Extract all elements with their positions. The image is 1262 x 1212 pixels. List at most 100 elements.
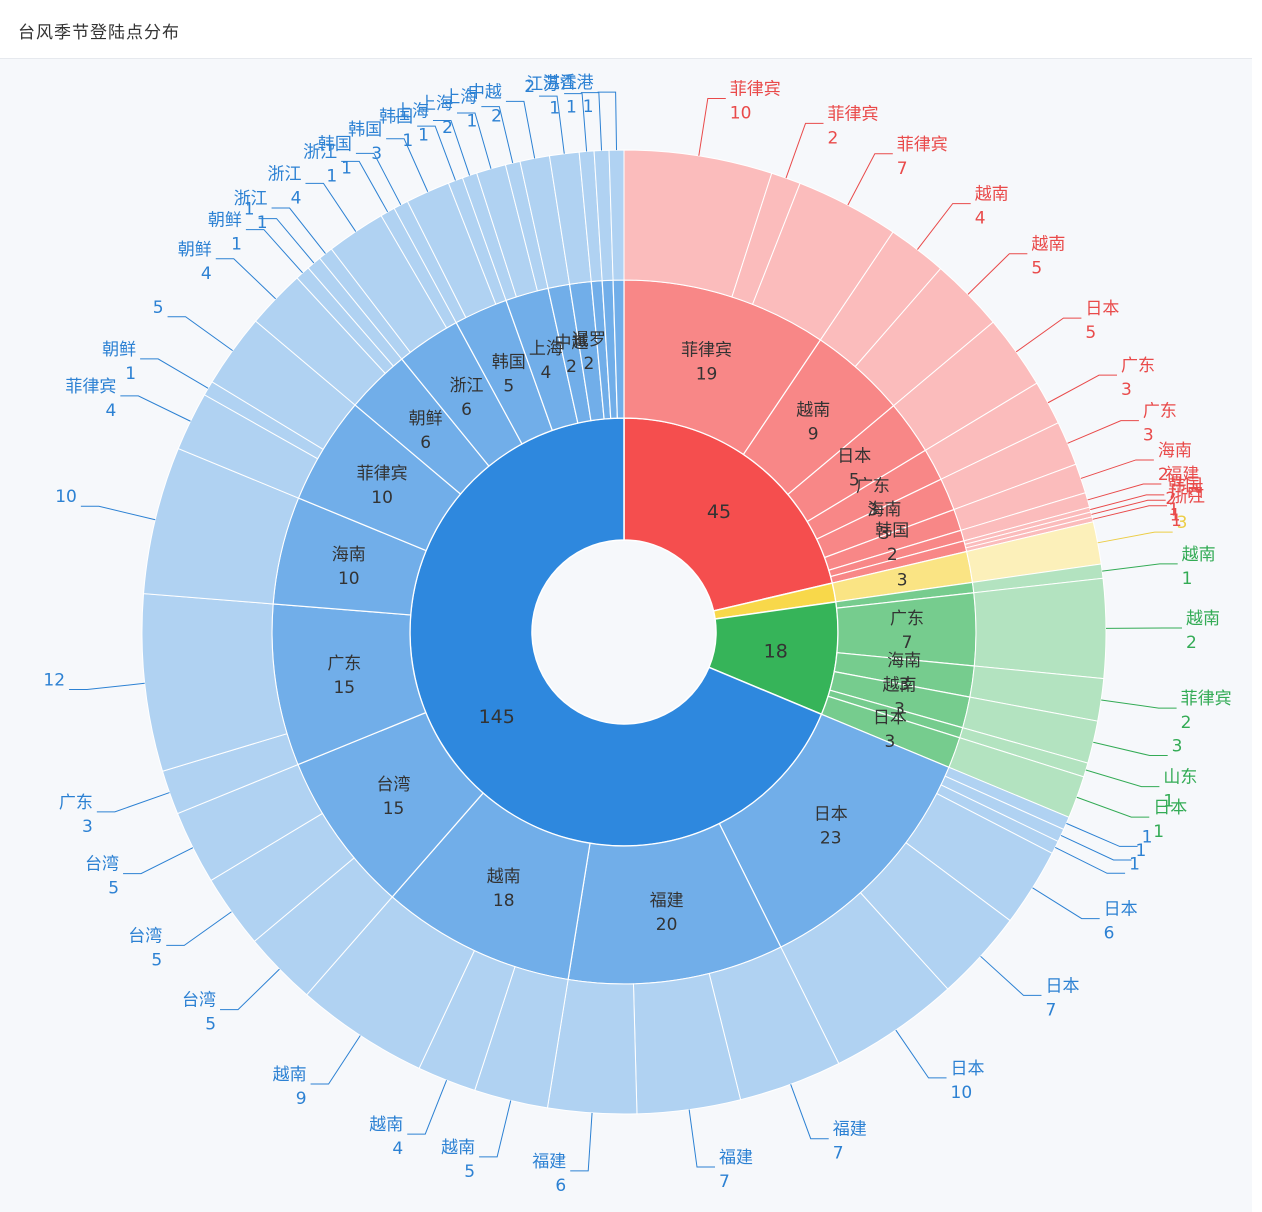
callout-leader-line: [1067, 420, 1139, 444]
outer-segment-label: 上海 1: [443, 88, 477, 132]
callout-leader-line: [215, 258, 277, 300]
sunburst-segment-level-2: [608, 149, 625, 281]
outer-segment-label: 上海 2: [419, 94, 453, 138]
outer-segment-label: 菲律宾 7: [897, 135, 948, 179]
callout-leader-line: [310, 1035, 361, 1085]
segment-label: 广东 3: [856, 476, 890, 520]
segment-label: 越南 3: [882, 676, 916, 720]
outer-segment-label: 日本 5: [1085, 299, 1119, 343]
outer-segment-label: 福建 6: [532, 1152, 566, 1196]
callout-leader-line: [1015, 317, 1082, 353]
outer-segment-label: 12: [43, 670, 65, 690]
callout-leader-line: [432, 119, 471, 176]
segment-label: 海南 10: [332, 545, 366, 589]
segment-label: 暹罗 2: [572, 330, 606, 374]
segment-label: 145: [479, 706, 515, 728]
callout-leader-line: [785, 122, 824, 179]
callout-leader-line: [456, 112, 492, 169]
outer-segment-label: 菲律宾 2: [828, 104, 879, 148]
segment-label: 越南 9: [796, 401, 830, 445]
outer-segment-label: 韩国 1: [379, 107, 413, 151]
sunburst-arcs: [141, 149, 1107, 1115]
outer-segment-label: 福建 7: [719, 1148, 753, 1192]
callout-leader-line: [980, 955, 1042, 996]
segment-label: 日本 5: [837, 446, 871, 490]
callout-leader-line: [96, 792, 170, 813]
callout-leader-line: [1102, 563, 1178, 572]
outer-segment-label: 1: [244, 200, 255, 220]
callout-leader-line: [481, 106, 514, 164]
outer-segment-label: 1: [1136, 841, 1147, 861]
segment-label: 海南 3: [887, 651, 921, 695]
outer-segment-label: 上海 1: [395, 101, 429, 145]
segment-label: 上海 4: [529, 339, 563, 383]
callout-leader-line: [688, 1109, 716, 1168]
callout-leader-line: [1091, 499, 1166, 515]
callout-leader-line: [1097, 531, 1173, 544]
segment-label: 广东 7: [890, 609, 924, 653]
callout-leader-line: [123, 847, 194, 875]
outer-segment-label: 越南 1: [1182, 545, 1216, 589]
callout-leader-line: [698, 98, 726, 156]
callout-leader-line: [258, 218, 315, 264]
outer-segment-label: 1: [1142, 827, 1153, 847]
callout-leader-line: [140, 358, 209, 389]
outer-segment-label: 日本 1: [1153, 798, 1187, 842]
outer-segment-label: 浙江 1: [234, 189, 268, 233]
segment-label: 45: [707, 501, 731, 523]
outer-segment-label: 江苏 1: [526, 75, 560, 119]
callout-leader-line: [1101, 699, 1177, 709]
outer-segment-label: 3: [1172, 737, 1183, 757]
outer-segment-label: 2: [524, 77, 535, 97]
callout-leader-line: [847, 153, 893, 206]
segment-label: 韩国 5: [492, 353, 526, 397]
segment-label: 浙江 6: [450, 376, 484, 420]
callout-leader-line: [580, 92, 603, 151]
callout-leader-line: [790, 1084, 829, 1140]
outer-segment-label: 10: [55, 487, 77, 507]
segment-label: 越南 18: [487, 867, 521, 911]
outer-segment-label: 朝鲜 4: [178, 240, 212, 284]
outer-segment-label: 台湾 5: [85, 855, 119, 899]
callout-leader-line: [417, 125, 456, 181]
segment-label: 日本 23: [814, 804, 848, 848]
callout-leader-line: [505, 100, 536, 159]
segment-label: 菲律宾 10: [357, 464, 408, 508]
outer-segment-label: 越南 2: [1186, 609, 1220, 653]
outer-segment-label: 1: [1129, 854, 1140, 874]
outer-segment-label: 5: [153, 298, 164, 318]
callout-leader-line: [386, 138, 429, 192]
segment-label: 台湾 15: [377, 775, 411, 819]
outer-segment-label: 3: [1177, 513, 1188, 533]
outer-segment-label: 越南 9: [273, 1065, 307, 1109]
segment-label: 3: [897, 571, 908, 591]
outer-segment-label: 韩国 3: [348, 120, 382, 164]
callout-leader-line: [479, 1100, 512, 1158]
callout-leader-line: [341, 160, 389, 213]
outer-segment-label: 广东 3: [1121, 356, 1155, 400]
callout-leader-line: [1060, 835, 1132, 861]
outer-segment-label: 海南 2: [1158, 441, 1192, 485]
outer-segment-label: 浙江 1: [303, 142, 337, 186]
callout-leader-line: [305, 182, 357, 232]
outer-segment-label: 菲律宾 4: [65, 377, 116, 421]
segment-label: 18: [764, 640, 788, 662]
outer-segment-label: 湛江 1: [543, 74, 577, 118]
callout-leader-line: [167, 316, 233, 352]
segment-label: 海南 3: [867, 500, 901, 544]
sunburst-segment-level-2: [973, 577, 1107, 680]
outer-segment-label: 广东 3: [59, 793, 93, 837]
outer-segment-label: 台湾 5: [128, 926, 162, 970]
callout-leader-line: [597, 91, 618, 151]
outer-segment-label: 越南 4: [975, 185, 1009, 229]
outer-segment-label: 越南 5: [441, 1138, 475, 1182]
outer-segment-label: 朝鲜 1: [102, 340, 136, 384]
outer-segment-label: 福建 2: [1165, 465, 1199, 509]
segment-label: 菲律宾 19: [681, 340, 732, 384]
outer-segment-label: 广东 3: [1143, 402, 1177, 446]
outer-segment-label: 浙江 4: [267, 164, 301, 208]
outer-segment-label: 韩国 1: [1168, 476, 1202, 520]
callout-leader-line: [407, 1079, 448, 1135]
outer-segment-label: 日本 6: [1104, 900, 1138, 944]
segment-label: 广东 15: [327, 654, 361, 698]
